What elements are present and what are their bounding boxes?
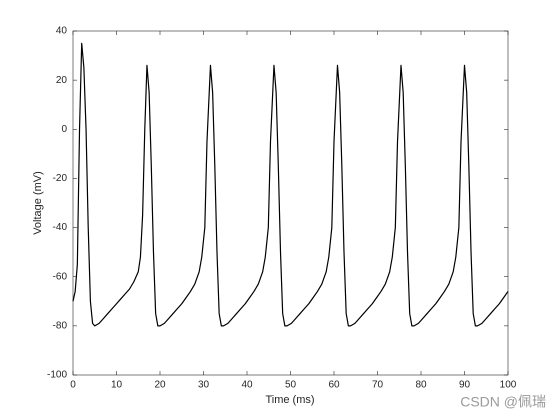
watermark: CSDN @佩瑞 bbox=[460, 394, 546, 410]
y-tick-label: -40 bbox=[53, 222, 68, 233]
y-tick-label: 0 bbox=[61, 124, 67, 135]
x-axis-label: Time (ms) bbox=[265, 394, 314, 406]
y-tick-label: -20 bbox=[53, 173, 68, 184]
x-tick-label: 20 bbox=[154, 380, 166, 391]
x-tick-label: 80 bbox=[415, 380, 427, 391]
y-tick-label: 40 bbox=[56, 26, 68, 37]
x-tick-label: 30 bbox=[198, 380, 210, 391]
x-tick-label: 70 bbox=[372, 380, 384, 391]
x-tick-label: 0 bbox=[70, 380, 76, 391]
y-tick-label: -80 bbox=[53, 320, 68, 331]
x-tick-label: 10 bbox=[111, 380, 123, 391]
x-tick-label: 40 bbox=[241, 380, 253, 391]
y-tick-label: 20 bbox=[56, 75, 68, 86]
y-axis-label: Voltage (mV) bbox=[32, 171, 44, 235]
y-tick-label: -100 bbox=[47, 370, 67, 381]
x-tick-label: 50 bbox=[285, 380, 297, 391]
voltage-line bbox=[72, 42, 509, 327]
x-tick-label: 90 bbox=[459, 380, 471, 391]
y-tick-label: -60 bbox=[53, 271, 68, 282]
x-tick-label: 100 bbox=[500, 380, 517, 391]
x-tick-label: 60 bbox=[328, 380, 340, 391]
